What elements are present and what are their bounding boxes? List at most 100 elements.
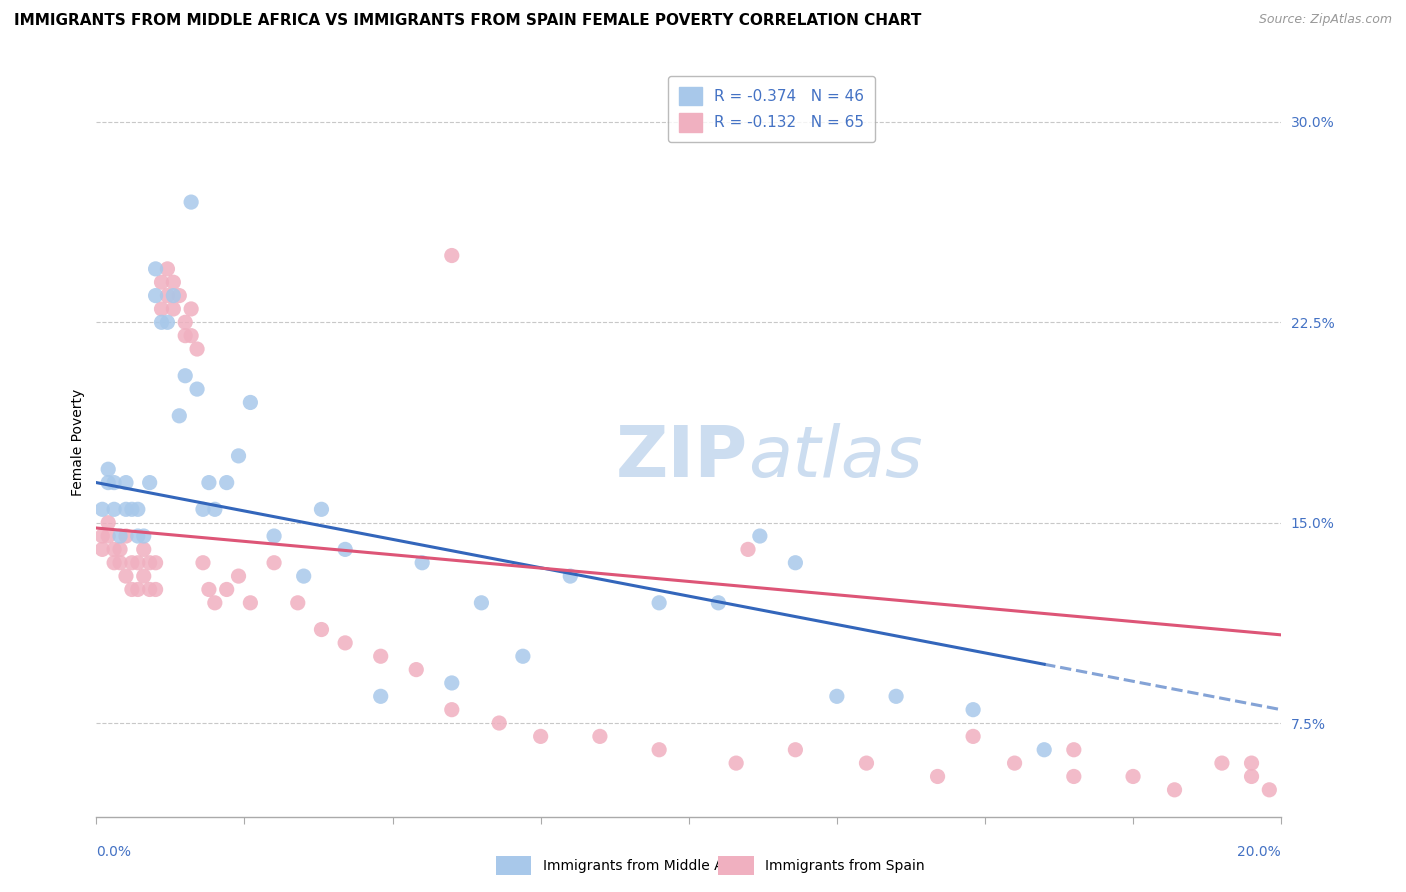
Point: [737, 542, 759, 557]
Text: Immigrants from Spain: Immigrants from Spain: [765, 859, 925, 872]
Point: [174, 368, 197, 383]
Text: Source: ZipAtlas.com: Source: ZipAtlas.com: [1258, 13, 1392, 27]
Point: [239, 395, 262, 409]
Point: [470, 596, 492, 610]
Point: [145, 261, 167, 276]
Point: [1033, 743, 1056, 757]
Point: [162, 275, 184, 289]
Point: [1163, 782, 1185, 797]
Point: [103, 542, 125, 557]
Point: [825, 690, 848, 704]
Text: atlas: atlas: [748, 423, 922, 492]
Point: [132, 569, 155, 583]
Point: [174, 328, 197, 343]
Point: [91, 542, 114, 557]
Point: [186, 342, 208, 356]
Point: [150, 315, 173, 329]
Point: [132, 542, 155, 557]
Point: [115, 475, 138, 490]
Point: [115, 529, 138, 543]
Point: [1240, 769, 1263, 783]
Point: [884, 690, 907, 704]
Point: [180, 195, 202, 210]
Point: [333, 636, 356, 650]
Point: [1004, 756, 1026, 770]
Point: [292, 569, 315, 583]
Point: [488, 716, 510, 731]
Point: [198, 582, 221, 597]
Legend: R = -0.374   N = 46, R = -0.132   N = 65: R = -0.374 N = 46, R = -0.132 N = 65: [668, 76, 875, 143]
Point: [1063, 769, 1085, 783]
Point: [162, 301, 184, 316]
Point: [191, 556, 214, 570]
Point: [204, 596, 226, 610]
Point: [855, 756, 877, 770]
Point: [162, 288, 184, 302]
Point: [115, 502, 138, 516]
Point: [156, 315, 179, 329]
Point: [333, 542, 356, 557]
Point: [103, 502, 125, 516]
Point: [1211, 756, 1233, 770]
Point: [156, 261, 179, 276]
Point: [121, 556, 143, 570]
Point: [440, 248, 463, 262]
Point: [405, 663, 427, 677]
Point: [150, 301, 173, 316]
Point: [174, 315, 197, 329]
Point: [169, 288, 191, 302]
Point: [530, 730, 553, 744]
Point: [169, 409, 191, 423]
Point: [927, 769, 949, 783]
Point: [150, 275, 173, 289]
Point: [370, 649, 392, 664]
Point: [512, 649, 534, 664]
Point: [138, 556, 160, 570]
Point: [411, 556, 433, 570]
Text: ZIP: ZIP: [616, 423, 748, 492]
Point: [748, 529, 770, 543]
Point: [132, 529, 155, 543]
Point: [263, 556, 285, 570]
Point: [115, 569, 138, 583]
Point: [962, 703, 984, 717]
Point: [127, 556, 149, 570]
Point: [198, 475, 221, 490]
Point: [138, 475, 160, 490]
Point: [156, 288, 179, 302]
Point: [962, 730, 984, 744]
Point: [108, 556, 131, 570]
Point: [707, 596, 730, 610]
Point: [370, 690, 392, 704]
Point: [215, 582, 238, 597]
Point: [215, 475, 238, 490]
Point: [1122, 769, 1144, 783]
Point: [725, 756, 748, 770]
Point: [204, 502, 226, 516]
Point: [239, 596, 262, 610]
Text: Immigrants from Middle Africa: Immigrants from Middle Africa: [543, 859, 754, 872]
Text: 20.0%: 20.0%: [1237, 845, 1281, 859]
Point: [560, 569, 582, 583]
Point: [589, 730, 612, 744]
Point: [91, 502, 114, 516]
Point: [648, 596, 671, 610]
Point: [97, 529, 120, 543]
Point: [311, 502, 333, 516]
Point: [440, 703, 463, 717]
Point: [127, 529, 149, 543]
Point: [191, 502, 214, 516]
Point: [97, 516, 120, 530]
Point: [121, 582, 143, 597]
Point: [1240, 756, 1263, 770]
Point: [127, 502, 149, 516]
Point: [648, 743, 671, 757]
Text: IMMIGRANTS FROM MIDDLE AFRICA VS IMMIGRANTS FROM SPAIN FEMALE POVERTY CORRELATIO: IMMIGRANTS FROM MIDDLE AFRICA VS IMMIGRA…: [14, 13, 921, 29]
Point: [97, 475, 120, 490]
Point: [121, 502, 143, 516]
Point: [108, 542, 131, 557]
Text: 0.0%: 0.0%: [97, 845, 131, 859]
Point: [440, 676, 463, 690]
Point: [186, 382, 208, 396]
Point: [785, 743, 807, 757]
